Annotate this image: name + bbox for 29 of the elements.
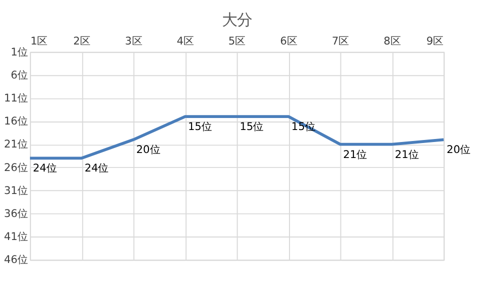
x-tick-label: 4区	[176, 34, 194, 48]
y-tick-label: 36位	[4, 206, 29, 220]
y-tick-label: 6位	[10, 68, 29, 82]
data-label: 15位	[240, 120, 264, 134]
x-tick-label: 9区	[426, 34, 444, 48]
chart-title: 大分	[222, 10, 252, 29]
y-tick-label: 46位	[4, 253, 29, 266]
x-tick-label: 2区	[73, 34, 92, 48]
data-label: 20位	[446, 143, 472, 156]
y-tick-label: 26位	[4, 160, 29, 174]
data-label: 24位	[84, 162, 110, 175]
x-tick-label: 5区	[228, 34, 246, 48]
y-tick-label: 11位	[4, 91, 29, 104]
x-tick-label: 1区	[30, 34, 48, 48]
data-label: 21位	[394, 148, 420, 161]
x-tick-label: 8区	[384, 34, 402, 48]
y-tick-label: 41位	[4, 230, 29, 244]
data-label: 21位	[343, 148, 368, 161]
data-label: 20位	[136, 143, 161, 156]
y-tick-label: 1位	[10, 45, 29, 58]
x-tick-label: 3区	[124, 34, 143, 48]
x-tick-label: 7区	[332, 34, 350, 48]
data-label: 15位	[188, 120, 213, 134]
y-tick-label: 16位	[4, 114, 29, 128]
data-label: 24位	[32, 162, 58, 175]
y-tick-label: 31位	[4, 184, 29, 197]
y-tick-label: 21位	[4, 138, 29, 151]
line-series	[28, 115, 446, 160]
x-tick-label: 6区	[280, 34, 298, 48]
